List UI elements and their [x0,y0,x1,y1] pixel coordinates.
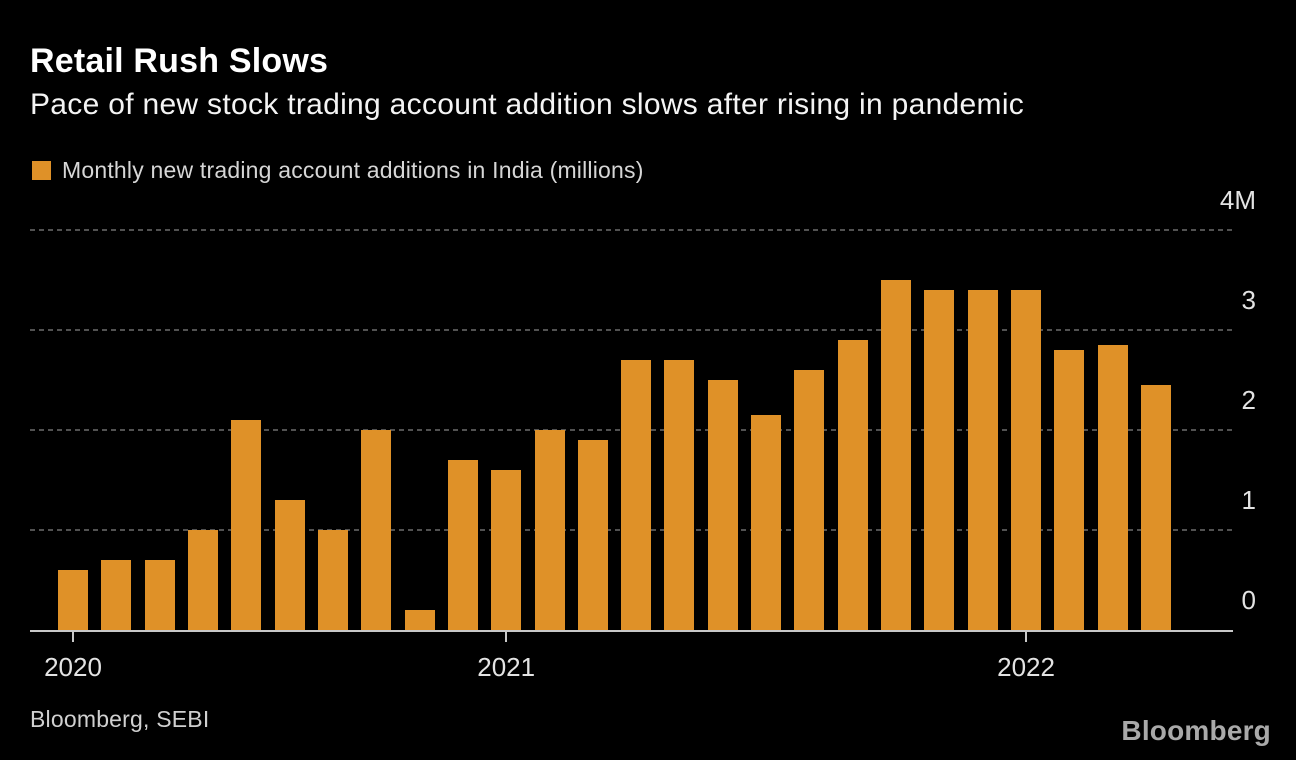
legend-swatch-icon [32,161,51,180]
bar-apr-2022 [1141,385,1171,630]
bar-feb-2021 [534,430,565,630]
x-tick-2021 [505,630,508,642]
bar-may-2020 [144,560,175,630]
bar-mar-2022 [1097,345,1128,630]
gridline-4M [30,229,1233,231]
bar-jul-2020 [231,420,262,630]
bar-oct-2021 [881,280,912,630]
source-text: Bloomberg, SEBI [30,706,210,732]
x-axis-label-2022: 2022 [997,652,1055,682]
x-axis-label-2021: 2021 [477,652,536,682]
y-axis-label-2: 2 [1241,385,1256,415]
y-axis-label-4M: 4M [1219,185,1256,215]
bar-jan-2021 [491,470,522,630]
chart-title: Retail Rush Slows [30,42,329,80]
bar-apr-2020 [101,560,132,630]
bar-nov-2021 [924,290,955,630]
y-axis-label-0: 0 [1241,585,1256,615]
bar-jun-2021 [707,380,738,630]
x-axis-line [30,630,1233,632]
bar-mar-2021 [577,440,608,630]
chart-subtitle: Pace of new stock trading account additi… [30,88,1025,121]
bar-aug-2021 [794,370,825,630]
gridline-3 [30,329,1233,331]
y-axis-label-1: 1 [1241,485,1256,515]
bar-dec-2021 [967,290,998,630]
bar-sep-2020 [317,530,348,630]
bar-dec-2020 [447,460,478,630]
bar-jul-2021 [751,415,782,630]
x-tick-2022 [1025,630,1028,642]
bar-mar-2020 [58,570,88,630]
bar-apr-2021 [621,360,652,630]
bar-jun-2020 [187,530,218,630]
x-axis-label-2020: 2020 [44,652,102,682]
legend: Monthly new trading account additions in… [32,157,644,184]
bar-feb-2022 [1054,350,1085,630]
bar-jan-2022 [1011,290,1042,630]
bar-sep-2021 [837,340,868,630]
y-axis-label-3: 3 [1241,285,1256,315]
x-tick-2020 [72,630,74,642]
bloomberg-logo: Bloomberg [1121,715,1271,746]
bar-oct-2020 [361,430,392,630]
plot-area: 0 1 2 3 4M 2020 2021 2022 [30,185,1256,682]
legend-label: Monthly new trading account additions in… [62,157,644,183]
bar-may-2021 [664,360,695,630]
bar-nov-2020 [404,610,435,630]
bar-aug-2020 [274,500,305,630]
